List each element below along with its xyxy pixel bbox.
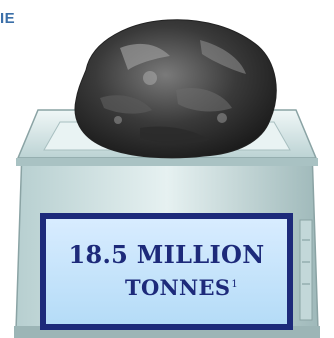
- rock-icon: [74, 19, 277, 159]
- header-fragment: IE: [0, 10, 16, 27]
- weight-unit-label: TONNES: [125, 275, 231, 300]
- footnote-marker: 1: [231, 279, 238, 290]
- weight-display-panel: 18.5 MILLION TONNES1: [40, 213, 293, 330]
- weight-unit-line: TONNES1: [125, 270, 238, 303]
- weight-value-line: 18.5 MILLION: [68, 240, 265, 269]
